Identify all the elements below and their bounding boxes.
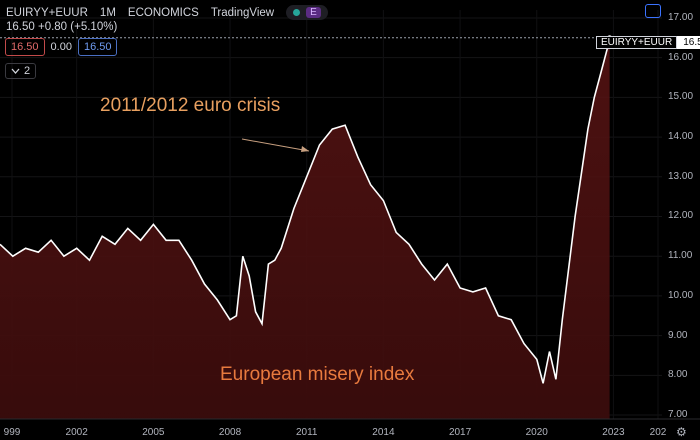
x-tick-label: 2008 xyxy=(218,427,242,438)
symbol-header: EUIRYY+EUUR 1M ECONOMICS TradingView E xyxy=(6,5,328,20)
y-tick-label: 13.00 xyxy=(668,170,694,182)
last-price-symbol: EUIRYY+EUUR xyxy=(596,36,678,49)
buy-button[interactable]: 16.50 xyxy=(77,38,118,56)
economics-badge: E xyxy=(306,7,321,18)
square-icon[interactable] xyxy=(645,4,661,18)
gear-icon[interactable]: ⚙ xyxy=(676,425,687,439)
y-tick-label: 12.00 xyxy=(668,210,694,222)
y-tick-label: 14.00 xyxy=(668,131,694,143)
change-percent: (+5.10%) xyxy=(70,21,118,33)
last-price-value: 16.50 xyxy=(677,36,700,49)
y-tick-label: 16.00 xyxy=(668,51,694,63)
crisis-arrowhead xyxy=(301,146,309,152)
y-tick-label: 9.00 xyxy=(668,329,688,341)
series-line xyxy=(0,37,611,384)
sell-button[interactable]: 16.50 xyxy=(5,38,45,56)
last-value: 16.50 xyxy=(6,21,35,33)
y-tick-label: 11.00 xyxy=(668,250,693,262)
market-status[interactable]: E xyxy=(286,5,328,20)
indicators-count: 2 xyxy=(24,65,31,77)
y-tick-label: 7.00 xyxy=(668,409,688,421)
crisis-annotation: 2011/2012 euro crisis xyxy=(100,95,281,116)
x-tick-label: 2002 xyxy=(65,427,88,438)
crisis-arrow xyxy=(241,138,310,152)
x-tick-label: 2017 xyxy=(448,427,472,438)
x-tick-label: 2023 xyxy=(602,427,625,438)
platform-label: TradingView xyxy=(210,6,275,19)
y-tick-label: 10.00 xyxy=(668,289,694,301)
y-tick-label: 17.00 xyxy=(668,11,694,23)
chart-caption: European misery index xyxy=(220,364,415,385)
y-tick-label: 8.00 xyxy=(668,369,688,381)
change-value: +0.80 xyxy=(37,21,68,33)
x-tick-label: 2005 xyxy=(142,427,165,438)
indicators-toggle[interactable]: 2 xyxy=(5,63,37,79)
x-tick-label: 202 xyxy=(649,427,667,438)
chevron-down-icon xyxy=(11,68,20,74)
interval-label[interactable]: 1M xyxy=(99,6,116,19)
value-line: 16.50 +0.80 (+5.10%) xyxy=(6,21,117,33)
last-price-label: EUIRYY+EUUR 16.50 xyxy=(596,36,700,49)
spread-value: 0.00 xyxy=(50,41,72,53)
x-tick-label: 2014 xyxy=(372,427,395,438)
series-area xyxy=(0,37,610,420)
status-dot-icon xyxy=(293,9,301,16)
x-tick-label: 999 xyxy=(3,427,21,438)
x-tick-label: 2020 xyxy=(525,427,548,438)
y-tick-label: 15.00 xyxy=(668,91,694,103)
x-tick-label: 2011 xyxy=(295,427,318,438)
source-label: ECONOMICS xyxy=(127,6,199,19)
trade-buttons: 16.50 0.00 16.50 xyxy=(5,38,118,56)
symbol-name[interactable]: EUIRYY+EUUR xyxy=(6,6,88,19)
